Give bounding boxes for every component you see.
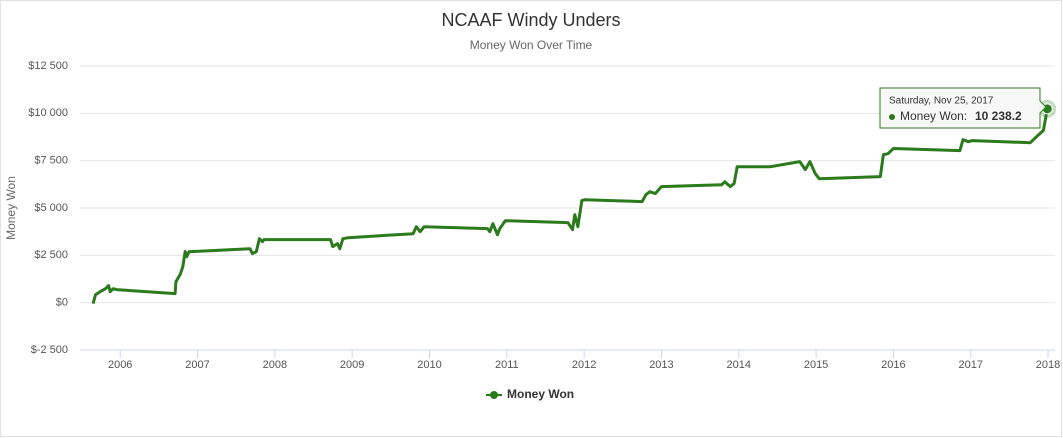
x-tick-label: 2013: [649, 359, 673, 371]
chart-title: NCAAF Windy Unders: [441, 10, 620, 30]
legend: Money Won: [486, 387, 574, 401]
y-tick-label: $0: [56, 297, 68, 309]
tooltip-box: [879, 87, 1047, 129]
y-tick-label: $7 500: [34, 155, 68, 167]
y-tick-label: $5 000: [34, 202, 68, 214]
tooltip-date: Saturday, Nov 25, 2017: [889, 96, 994, 107]
x-tick-label: 2006: [108, 359, 132, 371]
x-tick-label: 2014: [727, 359, 751, 371]
y-tick-label: $10 000: [28, 107, 68, 119]
legend-label[interactable]: Money Won: [507, 387, 574, 401]
x-tick-label: 2018: [1036, 359, 1060, 371]
x-tick-label: 2011: [495, 359, 519, 371]
x-tick-label: 2017: [958, 359, 982, 371]
tooltip-label: Money Won:: [900, 109, 967, 123]
y-tick-label: $-2 500: [31, 344, 68, 356]
x-tick-label: 2015: [804, 359, 828, 371]
y-tick-label: $2 500: [34, 249, 68, 261]
tooltip-value: 10 238.2: [975, 109, 1022, 123]
y-axis-title: Money Won: [4, 176, 18, 240]
x-tick-label: 2007: [185, 359, 209, 371]
x-tick-label: 2008: [263, 359, 287, 371]
chart-subtitle: Money Won Over Time: [470, 38, 593, 52]
data-line: [91, 108, 1049, 304]
x-tick-label: 2016: [881, 359, 905, 371]
tooltip-dot: [889, 114, 895, 120]
x-tick-label: 2010: [417, 359, 441, 371]
legend-symbol-dot: [490, 391, 498, 399]
x-tick-label: 2012: [572, 359, 596, 371]
tooltip: Saturday, Nov 25, 2017 Money Won: 10 238.2: [879, 87, 1047, 129]
y-tick-label: $12 500: [28, 60, 68, 72]
x-tick-label: 2009: [340, 359, 364, 371]
